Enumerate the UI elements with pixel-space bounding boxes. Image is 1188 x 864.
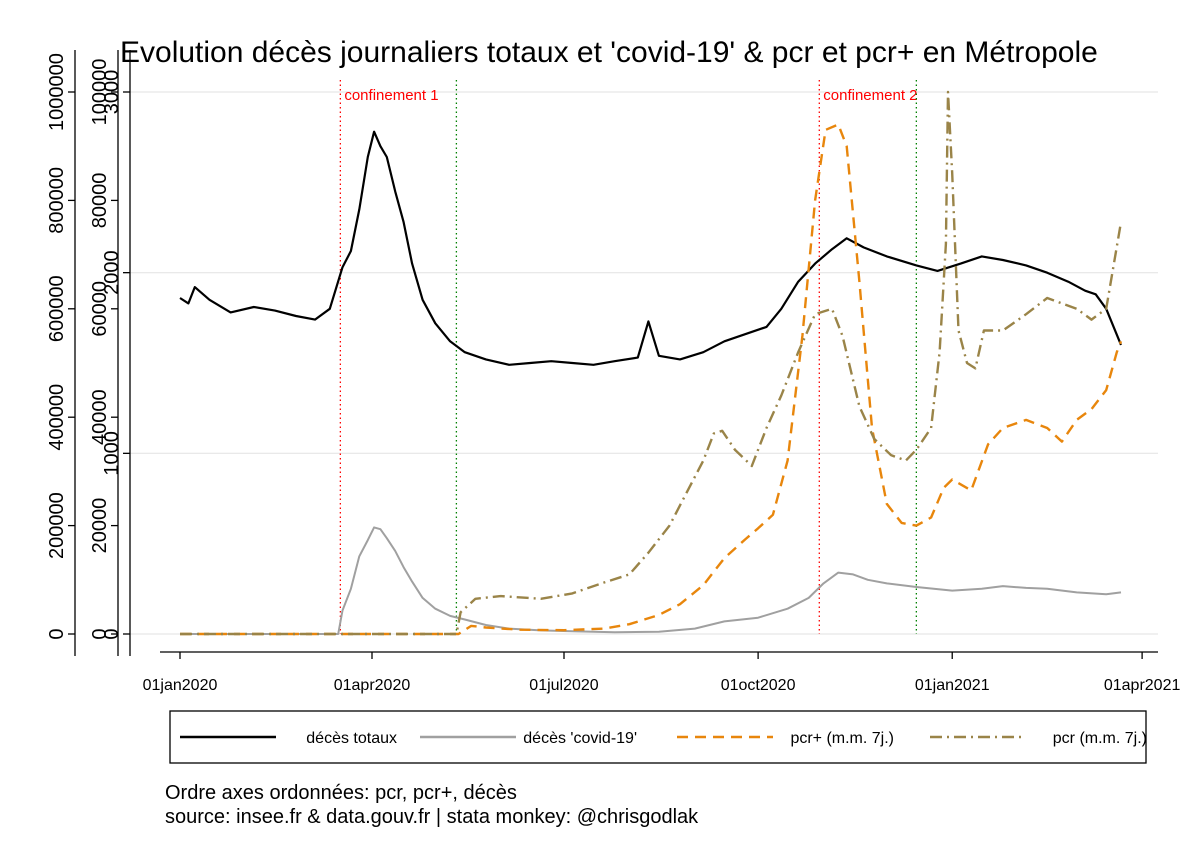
- x-tick-label: 01jan2020: [143, 677, 218, 694]
- grid-lines: [130, 91, 1158, 635]
- y-tick-label: 20000: [89, 498, 111, 554]
- x-tick-label: 01jul2020: [529, 677, 599, 694]
- series-line: [180, 123, 1123, 636]
- y-tick-label: 40000: [89, 389, 111, 445]
- y-tick-label: 80000: [89, 173, 111, 229]
- y-tick-label: 600000: [46, 275, 68, 342]
- y-tick-label: 800000: [46, 167, 68, 234]
- y-axis-2: 0 20000 40000 60000 80000 100000: [89, 50, 119, 656]
- note-source: source: insee.fr & data.gouv.fr | stata …: [165, 806, 699, 828]
- series-group: [179, 90, 1123, 636]
- event-lines: confinement 1 confinement 2: [339, 80, 918, 634]
- x-tick-label: 01apr2020: [334, 677, 411, 694]
- legend: décès totaux décès 'covid-19' pcr+ (m.m. 7…: [169, 710, 1147, 764]
- y-tick-label: 0: [101, 628, 123, 639]
- event-label: confinement 1: [344, 87, 438, 104]
- y-tick-label: 2000: [101, 250, 123, 295]
- y-tick-label: 3000: [101, 70, 123, 115]
- event-label: confinement 2: [823, 87, 917, 104]
- x-tick-label: 01oct2020: [721, 677, 796, 694]
- y-axis-3: 0 1000 2000 3000: [101, 50, 131, 656]
- y-tick-label: 1000000: [46, 53, 68, 131]
- x-tick-label: 01jan2021: [915, 677, 990, 694]
- y-tick-label: 0: [46, 628, 68, 639]
- legend-label: décès 'covid-19': [523, 730, 637, 747]
- series-line: [179, 130, 1123, 366]
- legend-label: pcr (m.m. 7j.): [1053, 730, 1147, 747]
- y-tick-label: 1000: [101, 431, 123, 476]
- series-line: [180, 90, 1123, 636]
- y-tick-label: 200000: [46, 492, 68, 559]
- y-tick-label: 0: [89, 628, 111, 639]
- y-tick-label: 100000: [89, 59, 111, 126]
- y-axis-1: 0 200000 400000 600000 800000 1000000: [46, 50, 76, 656]
- y-tick-label: 60000: [89, 281, 111, 337]
- chart-title: Evolution décès journaliers totaux et 'c…: [120, 36, 1098, 69]
- axes: 0200000400000600000800000100000002000040…: [46, 50, 1180, 694]
- x-axis: 01jan2020 01apr2020 01jul2020 01oct2020 01ja…: [143, 651, 1181, 694]
- series-line: [180, 526, 1122, 635]
- legend-label: décès totaux: [306, 730, 397, 747]
- x-tick-label: 01apr2021: [1104, 677, 1181, 694]
- legend-label: pcr+ (m.m. 7j.): [790, 730, 894, 747]
- note-axis-order: Ordre axes ordonnées: pcr, pcr+, décès: [165, 782, 517, 804]
- y-tick-label: 400000: [46, 384, 68, 451]
